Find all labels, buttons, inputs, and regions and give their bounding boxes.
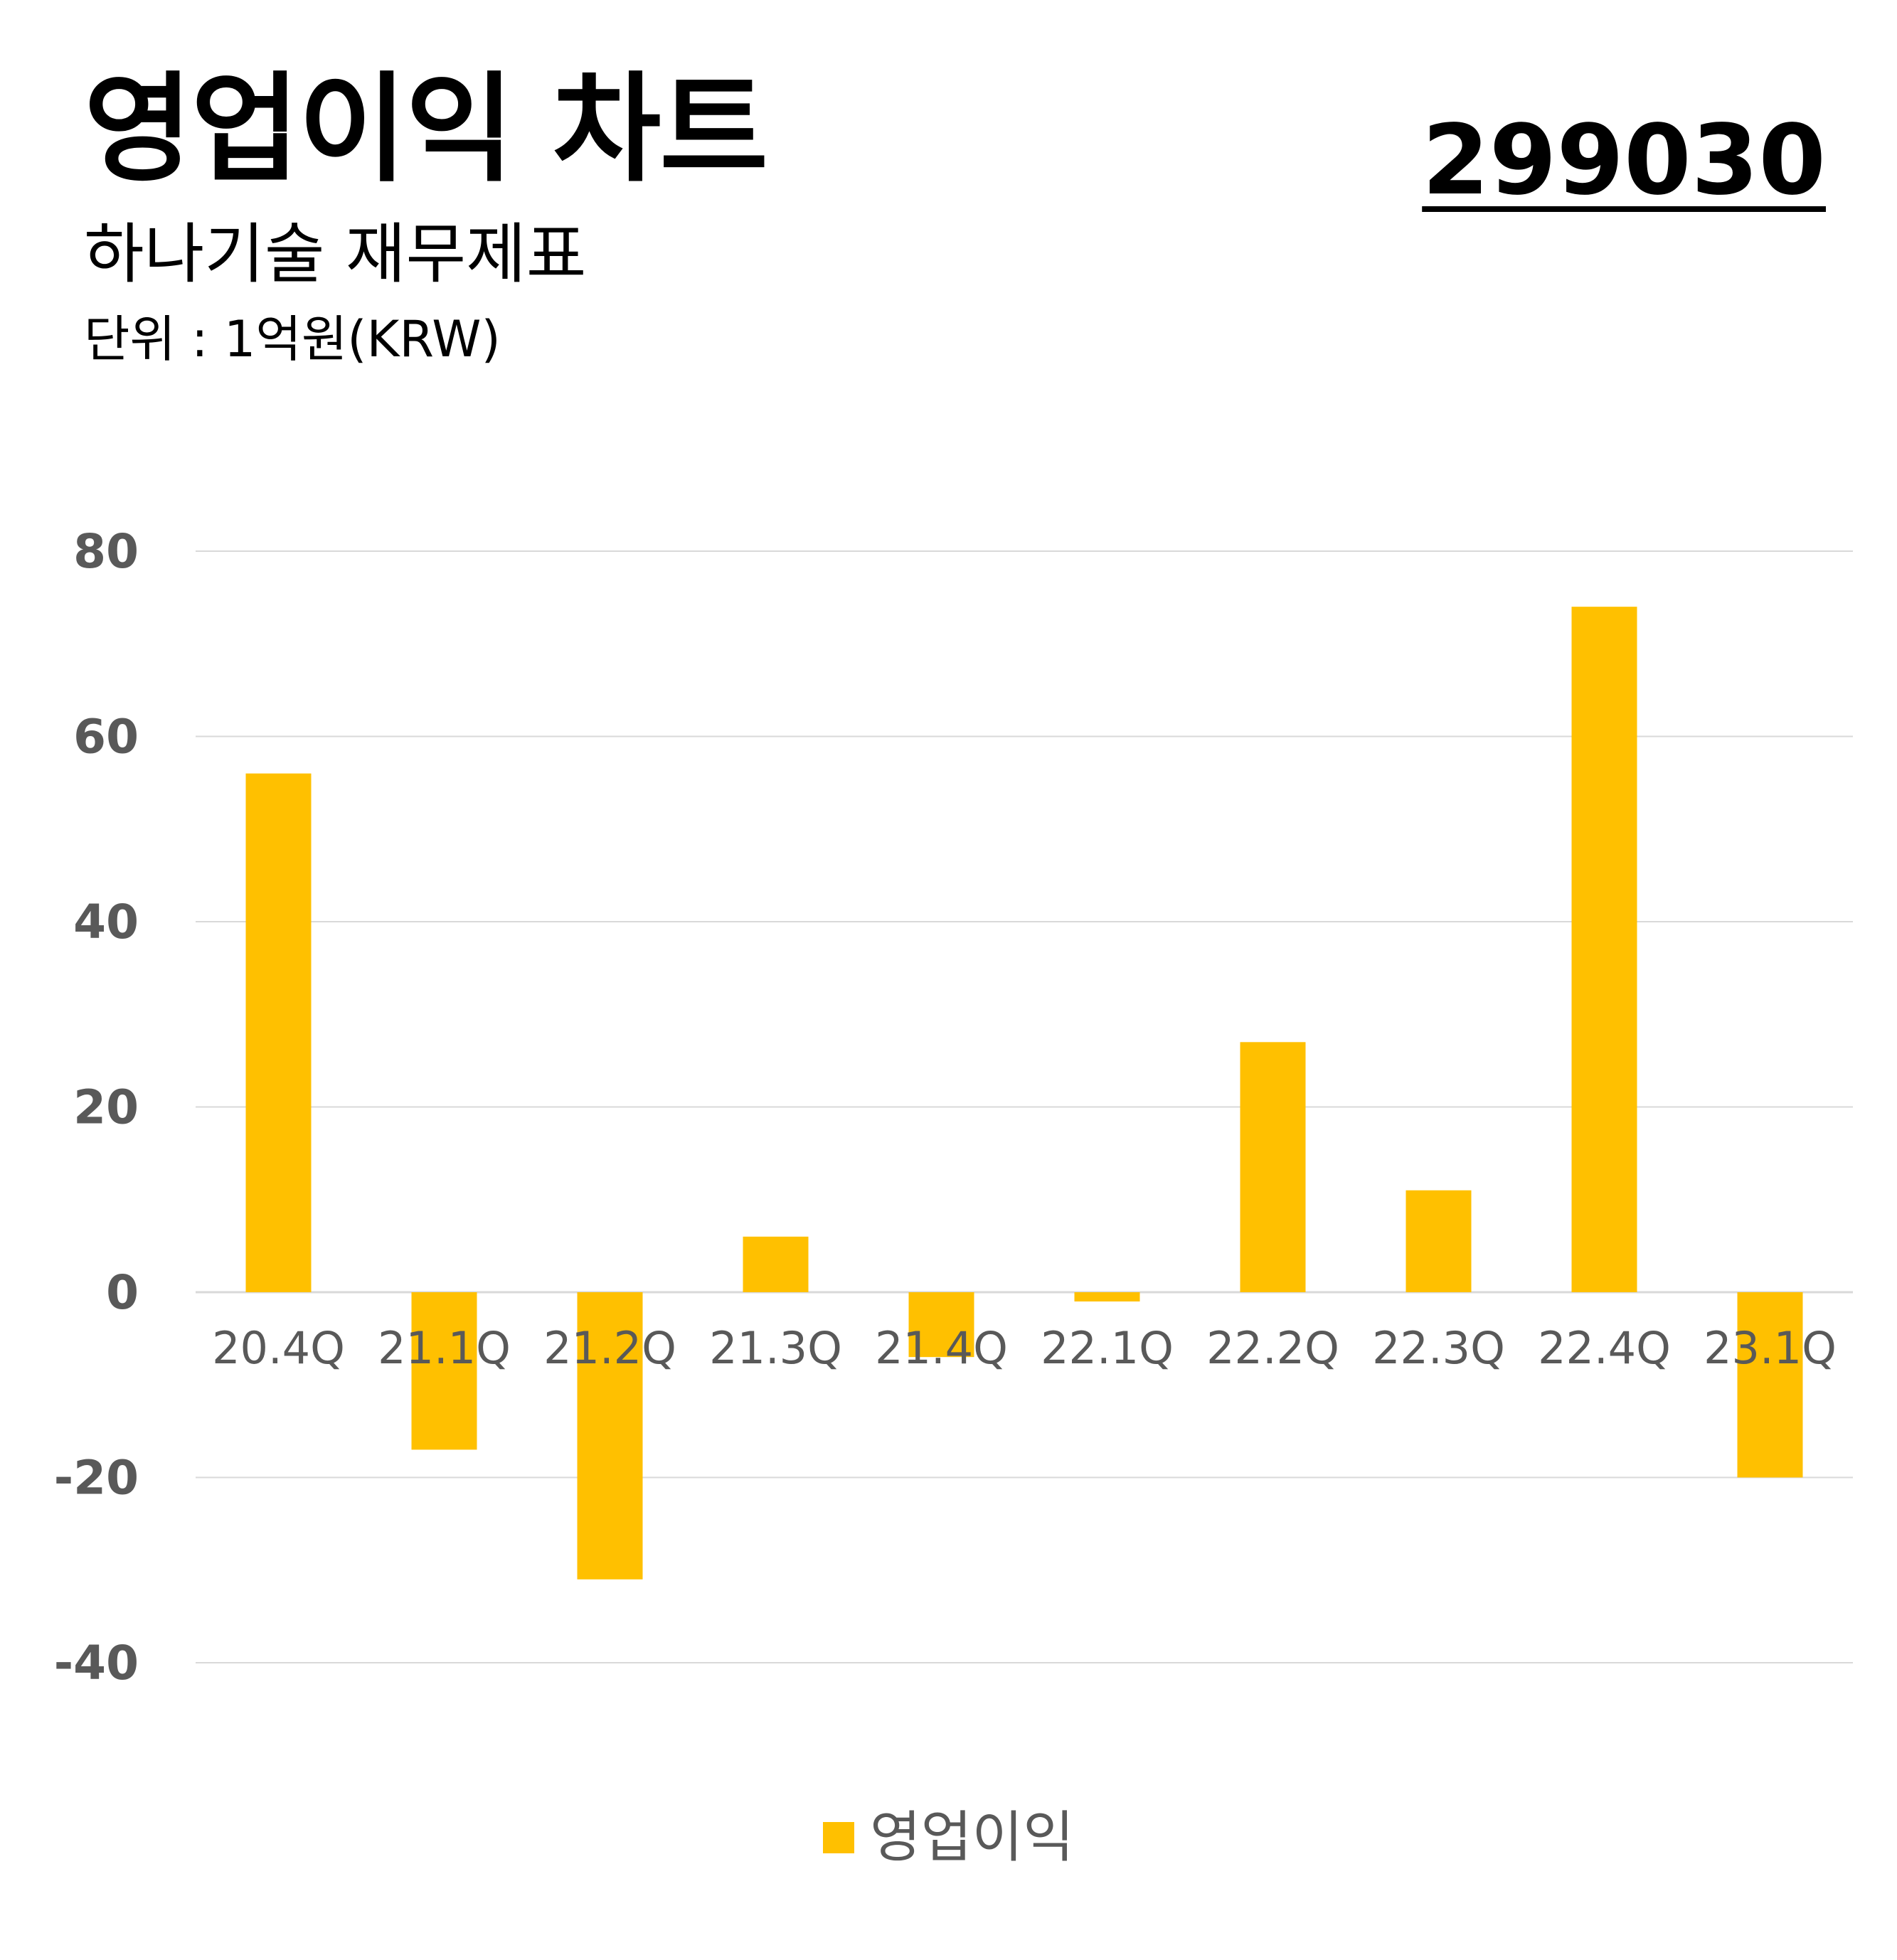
x-tick-label: 21.2Q — [543, 1322, 676, 1374]
y-tick-label: 80 — [73, 524, 139, 579]
bar-22.3Q — [1406, 1190, 1472, 1292]
y-tick-label: -20 — [54, 1451, 139, 1506]
x-tick-label: 21.3Q — [709, 1322, 842, 1374]
y-tick-label: 40 — [73, 895, 139, 949]
x-axis-ticks: 20.4Q 21.1Q 21.2Q 21.3Q 21.4Q 22.1Q 22.2Q 22.3Q… — [212, 1322, 1837, 1374]
bar-22.1Q — [1074, 1292, 1140, 1302]
legend-label: 영업이익 — [869, 1806, 1075, 1870]
stock-code: 299030 — [1422, 105, 1826, 217]
x-tick-label: 22.4Q — [1538, 1322, 1671, 1374]
y-tick-label: -40 — [54, 1636, 139, 1690]
chart-subtitle: 하나기술 재무제표 — [84, 216, 587, 292]
y-tick-label: 20 — [73, 1080, 139, 1135]
bar-20.4Q — [245, 773, 312, 1292]
x-tick-label: 22.3Q — [1372, 1322, 1505, 1374]
bar-23.1Q — [1737, 1292, 1803, 1478]
x-tick-label: 22.2Q — [1206, 1322, 1339, 1374]
legend-swatch — [822, 1822, 854, 1853]
bar-21.3Q — [743, 1236, 809, 1292]
bar-22.4Q — [1571, 607, 1637, 1292]
x-tick-label: 21.4Q — [875, 1322, 1008, 1374]
chart-title: 영업이익 차트 — [84, 61, 768, 198]
bar-21.4Q — [908, 1292, 974, 1358]
y-tick-label: 0 — [106, 1265, 139, 1320]
bars — [245, 607, 1803, 1580]
bar-21.1Q — [411, 1292, 477, 1450]
y-axis-ticks: 80 60 40 20 0 -20 -40 — [54, 524, 139, 1690]
bar-21.2Q — [577, 1292, 643, 1580]
x-tick-label: 21.1Q — [378, 1322, 511, 1374]
y-tick-label: 60 — [73, 710, 139, 765]
x-tick-label: 23.1Q — [1704, 1322, 1837, 1374]
legend: 영업이익 — [0, 1810, 1897, 1865]
x-tick-label: 20.4Q — [212, 1322, 345, 1374]
unit-label: 단위 : 1억원(KRW) — [84, 310, 501, 368]
bar-22.2Q — [1240, 1042, 1306, 1292]
x-tick-label: 22.1Q — [1041, 1322, 1174, 1374]
